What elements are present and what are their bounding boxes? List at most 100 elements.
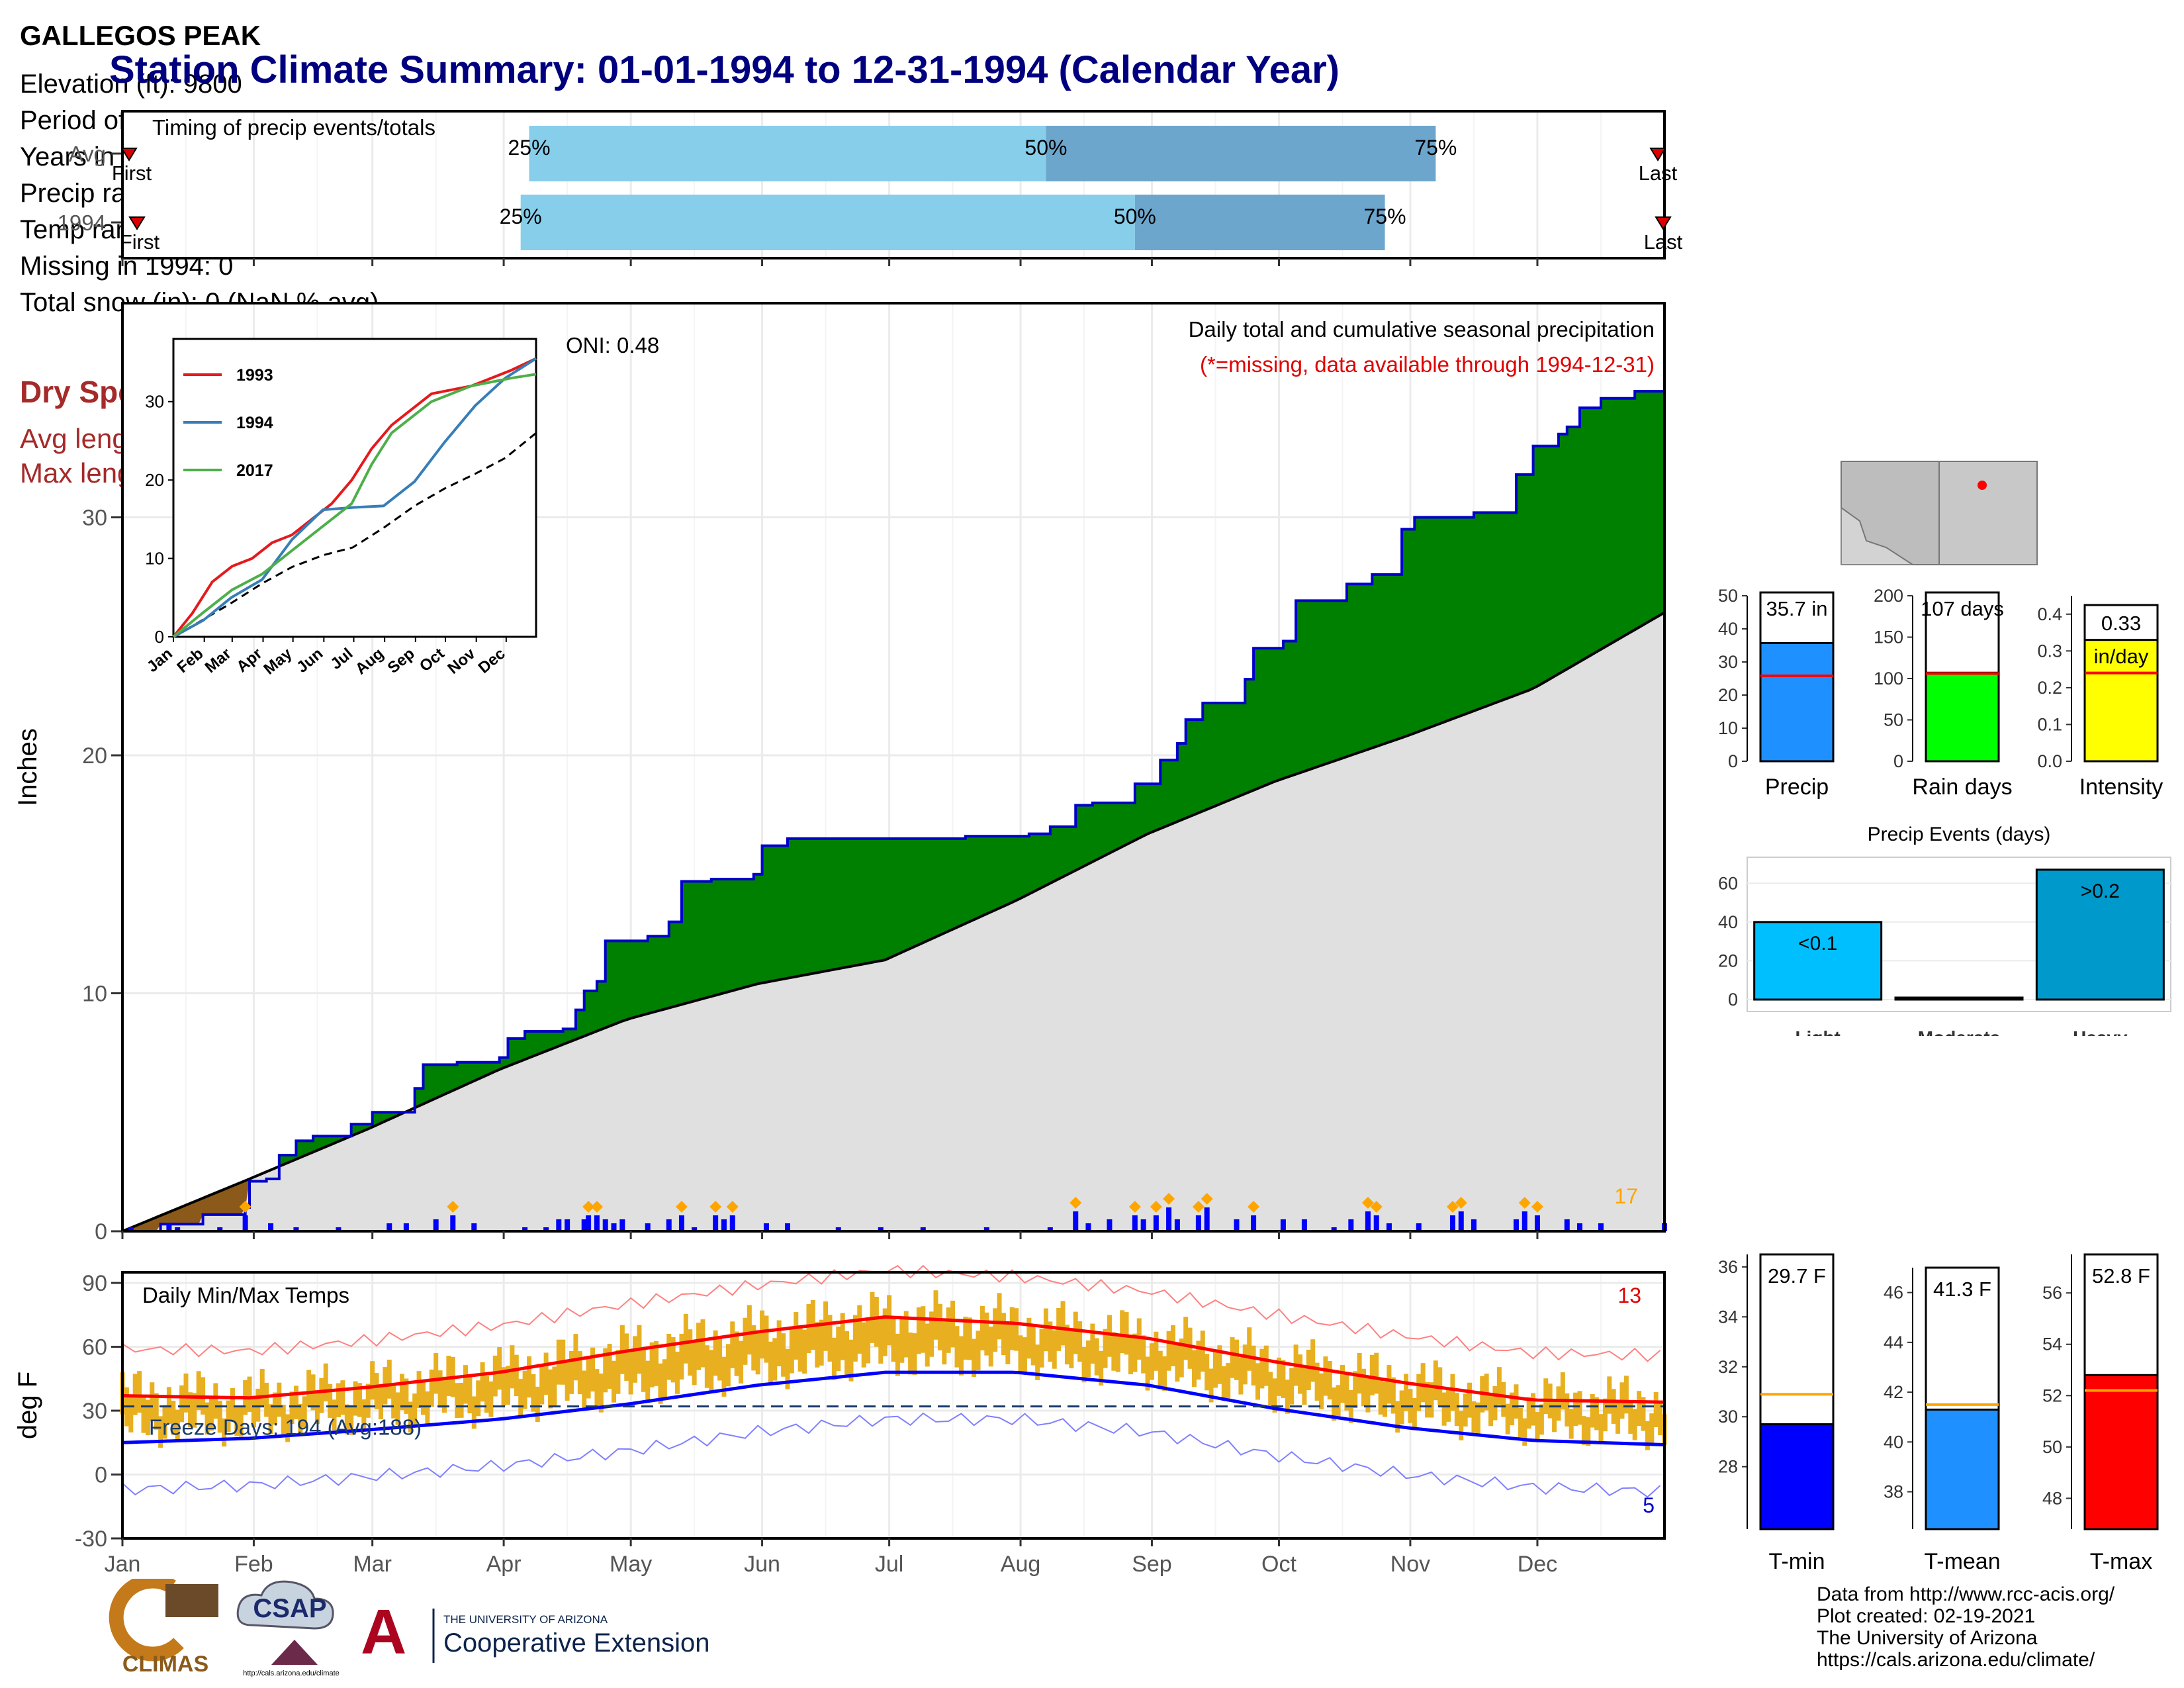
daily-temp-bar — [1230, 1337, 1235, 1378]
y-tick-label: 90 — [82, 1271, 107, 1296]
daily-precip-bar — [1365, 1211, 1371, 1231]
daily-precip-bar — [920, 1227, 926, 1231]
heavy-precip-marker — [709, 1201, 722, 1213]
daily-temp-bar — [1492, 1385, 1498, 1421]
daily-temp-bar — [658, 1363, 663, 1404]
inset-legend-label: 1993 — [236, 366, 273, 385]
daily-temp-bar — [484, 1376, 489, 1413]
daily-temp-bar — [162, 1405, 167, 1439]
small-bar-x-label: T-mean — [1924, 1549, 2000, 1574]
daily-temp-bar — [501, 1367, 506, 1406]
daily-temp-bar — [357, 1383, 362, 1417]
csap-url: http://cals.arizona.edu/climate — [243, 1669, 340, 1677]
daily-temp-bar — [1658, 1402, 1663, 1436]
small-bar-x-label: T-max — [2090, 1549, 2152, 1574]
daily-precip-bar — [1234, 1219, 1240, 1231]
daily-temp-bar — [696, 1323, 702, 1370]
daily-temp-bar — [1154, 1331, 1159, 1371]
daily-temp-bar — [1344, 1374, 1349, 1411]
daily-temp-bar — [899, 1317, 905, 1363]
events-bar — [1894, 996, 2024, 1001]
inset-y-tick-label: 20 — [145, 470, 164, 490]
small-y-tick-label: 30 — [1718, 1407, 1738, 1427]
events-x-tick-label: Light — [1795, 1027, 1840, 1036]
daily-temp-bar — [437, 1370, 443, 1408]
y-axis-label: Inches — [13, 728, 42, 806]
daily-temp-bar — [183, 1373, 189, 1413]
small-y-tick-label: 0.3 — [2037, 641, 2062, 661]
daily-temp-bar — [404, 1378, 409, 1414]
daily-temp-bar — [1433, 1360, 1438, 1401]
daily-temp-bar — [1340, 1364, 1345, 1403]
daily-temp-bar — [1522, 1418, 1527, 1446]
daily-temp-bar — [361, 1399, 367, 1430]
daily-temp-bar — [1090, 1323, 1095, 1364]
daily-temp-bar — [1298, 1354, 1303, 1394]
daily-temp-bar — [1255, 1363, 1260, 1400]
daily-temp-bar — [374, 1373, 379, 1409]
heavy-precip-marker — [1192, 1201, 1205, 1213]
timing-bar-q50-q75 — [1046, 126, 1436, 181]
daily-precip-bar — [594, 1215, 600, 1231]
daily-temp-bar — [1369, 1354, 1375, 1395]
small-bar-value — [1759, 642, 1835, 763]
avg-max-line — [122, 1315, 1665, 1404]
daily-temp-bar — [857, 1305, 862, 1354]
y-tick-label: 20 — [82, 743, 107, 769]
daily-temp-bar — [662, 1359, 667, 1401]
daily-temp-bar — [861, 1322, 866, 1368]
climas-text: CLIMAS — [122, 1652, 208, 1677]
small-y-tick-label: 20 — [1718, 685, 1738, 705]
daily-temp-bar — [1577, 1391, 1582, 1425]
daily-temp-bar — [480, 1362, 485, 1402]
daily-temp-bar — [1390, 1377, 1396, 1414]
daily-temp-bar — [649, 1342, 655, 1387]
daily-temp-bar — [1590, 1393, 1595, 1428]
daily-temp-bar — [937, 1303, 942, 1350]
daily-temp-bar — [666, 1333, 672, 1380]
daily-temp-bar — [1383, 1382, 1388, 1417]
daily-temp-bar — [226, 1400, 231, 1432]
daily-temp-bar — [175, 1409, 180, 1442]
daily-temp-bar — [1649, 1413, 1655, 1444]
daily-temp-bar — [751, 1325, 756, 1371]
daily-precip-bar — [1153, 1215, 1159, 1231]
events-y-tick-label: 40 — [1718, 912, 1738, 932]
heavy-precip-marker — [1446, 1201, 1459, 1213]
daily-temp-bar — [598, 1373, 604, 1413]
y-tick-label: 0 — [95, 1463, 107, 1488]
daily-temp-bar — [755, 1330, 760, 1375]
daily-temp-bar — [1077, 1321, 1083, 1362]
cumulative-precip-chart: 0 10 20 30 Inches Daily total and cumulative … — [13, 302, 1667, 1244]
daily-precip-bar — [543, 1227, 549, 1231]
daily-temp-bar — [217, 1401, 222, 1433]
daily-temp-bar — [344, 1404, 349, 1434]
csap-mountain-shape — [271, 1640, 318, 1665]
timing-pct-label: 75% — [1414, 136, 1457, 160]
daily-temp-bar — [1336, 1385, 1341, 1419]
daily-temp-bar — [441, 1376, 447, 1413]
daily-temp-bar — [1632, 1409, 1637, 1440]
daily-temp-bar — [633, 1336, 638, 1383]
timing-pct-label: 75% — [1364, 205, 1406, 228]
daily-temp-bar — [844, 1331, 850, 1375]
daily-precip-bar — [1301, 1219, 1307, 1231]
daily-temp-bar — [1035, 1344, 1040, 1380]
daily-temp-bar — [878, 1317, 884, 1364]
freeze-days-label: Freeze Days: 194 (Avg:188) — [149, 1415, 422, 1440]
daily-temp-bar — [1429, 1382, 1434, 1418]
cumulative-subtitle: (*=missing, data available through 1994-… — [1200, 352, 1655, 377]
inset-legend-label: 2017 — [236, 461, 273, 480]
inset-y-tick-label: 10 — [145, 549, 164, 569]
timing-bar-q25-q50 — [529, 126, 1046, 181]
daily-temp-bar — [455, 1383, 460, 1419]
daily-temp-bar — [997, 1293, 1002, 1340]
daily-temp-bar — [522, 1370, 527, 1409]
daily-temp-bar — [1441, 1392, 1447, 1426]
daily-temp-bar — [467, 1377, 473, 1414]
daily-temp-bar — [573, 1334, 578, 1381]
daily-temp-bar — [1120, 1310, 1125, 1354]
daily-temp-bar — [1149, 1343, 1154, 1380]
daily-temp-bar — [399, 1374, 404, 1411]
daily-temp-bar — [925, 1323, 930, 1367]
